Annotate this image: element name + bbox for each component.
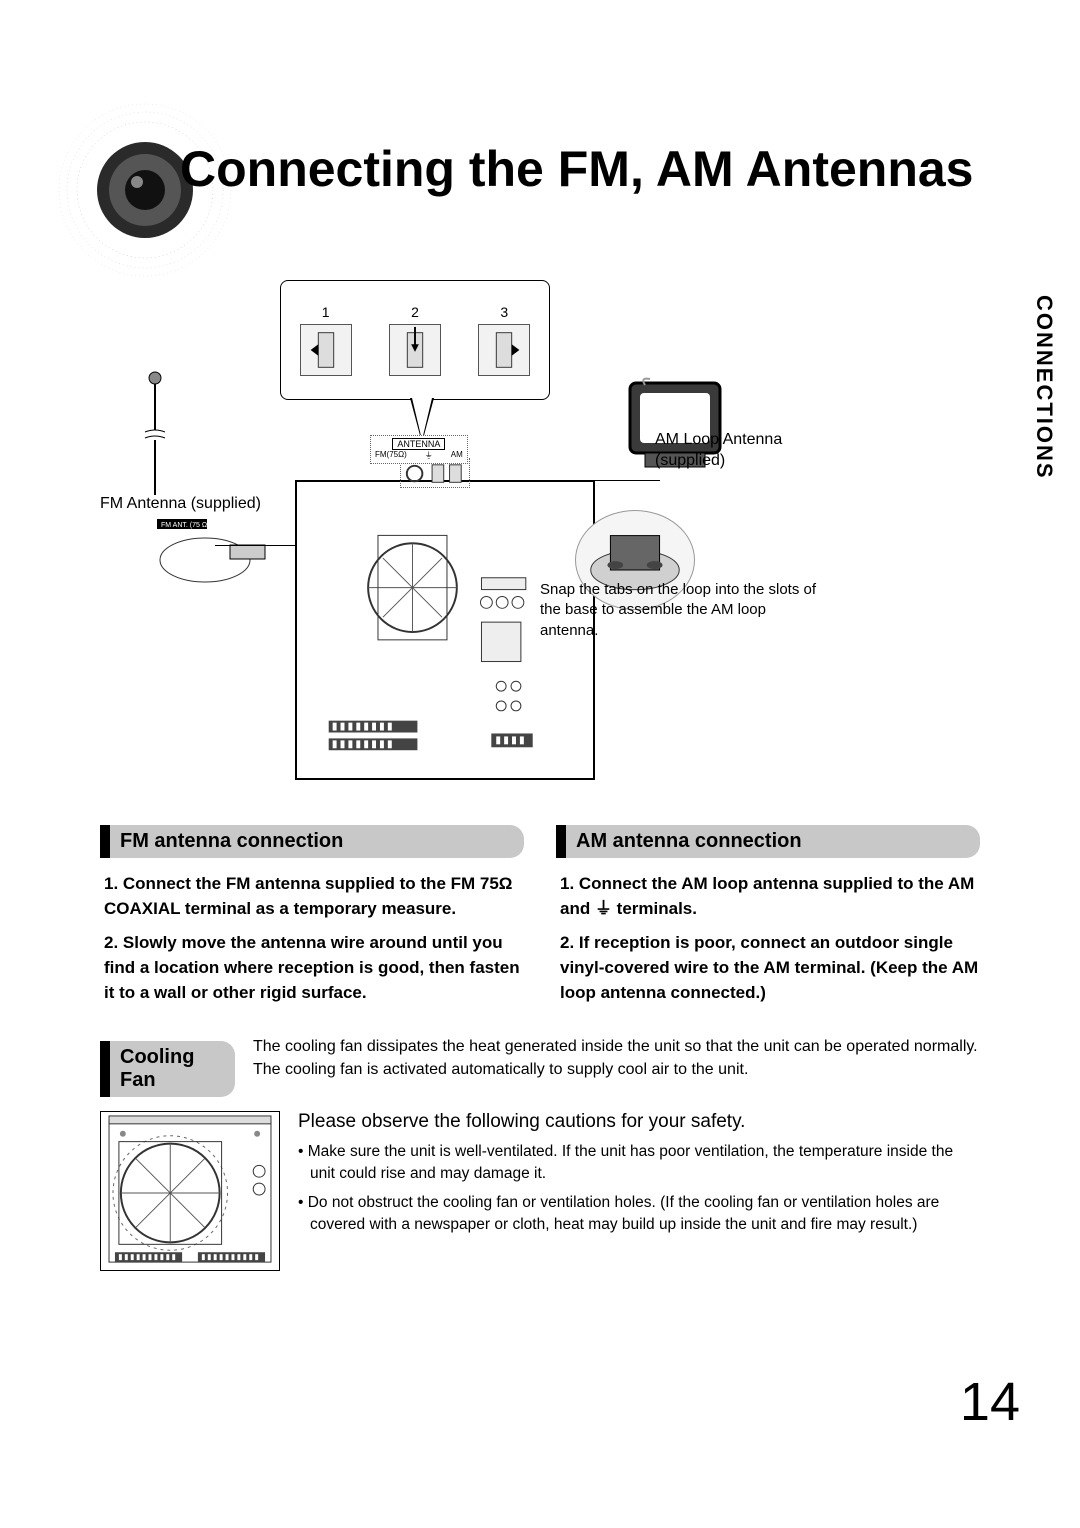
cooling-caution-list: • Make sure the unit is well-ventilated.…	[298, 1141, 980, 1237]
am-step2: 2. If reception is poor, connect an outd…	[560, 931, 980, 1005]
fm-section-header: FM antenna connection	[100, 825, 524, 858]
step-num: 3	[469, 304, 539, 320]
fm-antenna-wire-icon	[140, 370, 170, 505]
cooling-fan-section: Cooling Fan The cooling fan dissipates t…	[100, 1035, 980, 1271]
fm-antenna-label: FM Antenna (supplied)	[100, 495, 261, 513]
terminal-top-label: ANTENNA	[392, 438, 445, 450]
fm-plug-hand-icon: FM ANT. (75 Ω)	[155, 515, 275, 585]
side-tab-connections: CONNECTIONS	[1031, 295, 1057, 480]
step2-icon	[389, 324, 441, 376]
am-column: AM antenna connection 1. Connect the AM …	[556, 825, 980, 1005]
am-section-header: AM antenna connection	[556, 825, 980, 858]
page-number: 14	[960, 1371, 1020, 1433]
step-num: 1	[291, 304, 361, 320]
step-num: 2	[380, 304, 450, 320]
terminal-fm-label: FM(75Ω)	[375, 450, 407, 461]
step1-icon	[300, 324, 352, 376]
cooling-text-block: Please observe the following cautions fo…	[298, 1111, 980, 1271]
am-step1: 1. Connect the AM loop antenna supplied …	[560, 872, 980, 921]
fm-step2: 2. Slowly move the antenna wire around u…	[104, 931, 524, 1005]
connector-line	[215, 545, 300, 546]
antenna-diagram: 1 2 3 FM Antenna (supplied)	[100, 280, 980, 790]
cooling-header: Cooling Fan	[100, 1041, 235, 1097]
cooling-description: The cooling fan dissipates the heat gene…	[253, 1035, 980, 1081]
terminal-steps-callout: 1 2 3	[280, 280, 550, 400]
fm-column: FM antenna connection 1. Connect the FM …	[100, 825, 524, 1005]
fm-instructions: 1. Connect the FM antenna supplied to th…	[100, 872, 524, 1005]
caution-item: • Do not obstruct the cooling fan or ven…	[298, 1192, 980, 1237]
am-assembly-note: Snap the tabs on the loop into the slots…	[540, 580, 820, 641]
fm-step1: 1. Connect the FM antenna supplied to th…	[104, 872, 524, 921]
cooling-caution-heading: Please observe the following cautions fo…	[298, 1111, 980, 1133]
antenna-terminal-label: ANTENNA FM(75Ω) ⏚ AM	[370, 435, 468, 464]
am-loop-label: AM Loop Antenna (supplied)	[655, 430, 782, 472]
step3-icon	[478, 324, 530, 376]
terminal-am-label: AM	[451, 450, 463, 461]
caution-item: • Make sure the unit is well-ventilated.…	[298, 1141, 980, 1186]
am-instructions: 1. Connect the AM loop antenna supplied …	[556, 872, 980, 1005]
instructions-two-column: FM antenna connection 1. Connect the FM …	[100, 825, 980, 1005]
cooling-fan-diagram	[100, 1111, 280, 1271]
page-title: Connecting the FM, AM Antennas	[180, 140, 973, 198]
svg-text:FM ANT. (75 Ω): FM ANT. (75 Ω)	[161, 522, 209, 529]
